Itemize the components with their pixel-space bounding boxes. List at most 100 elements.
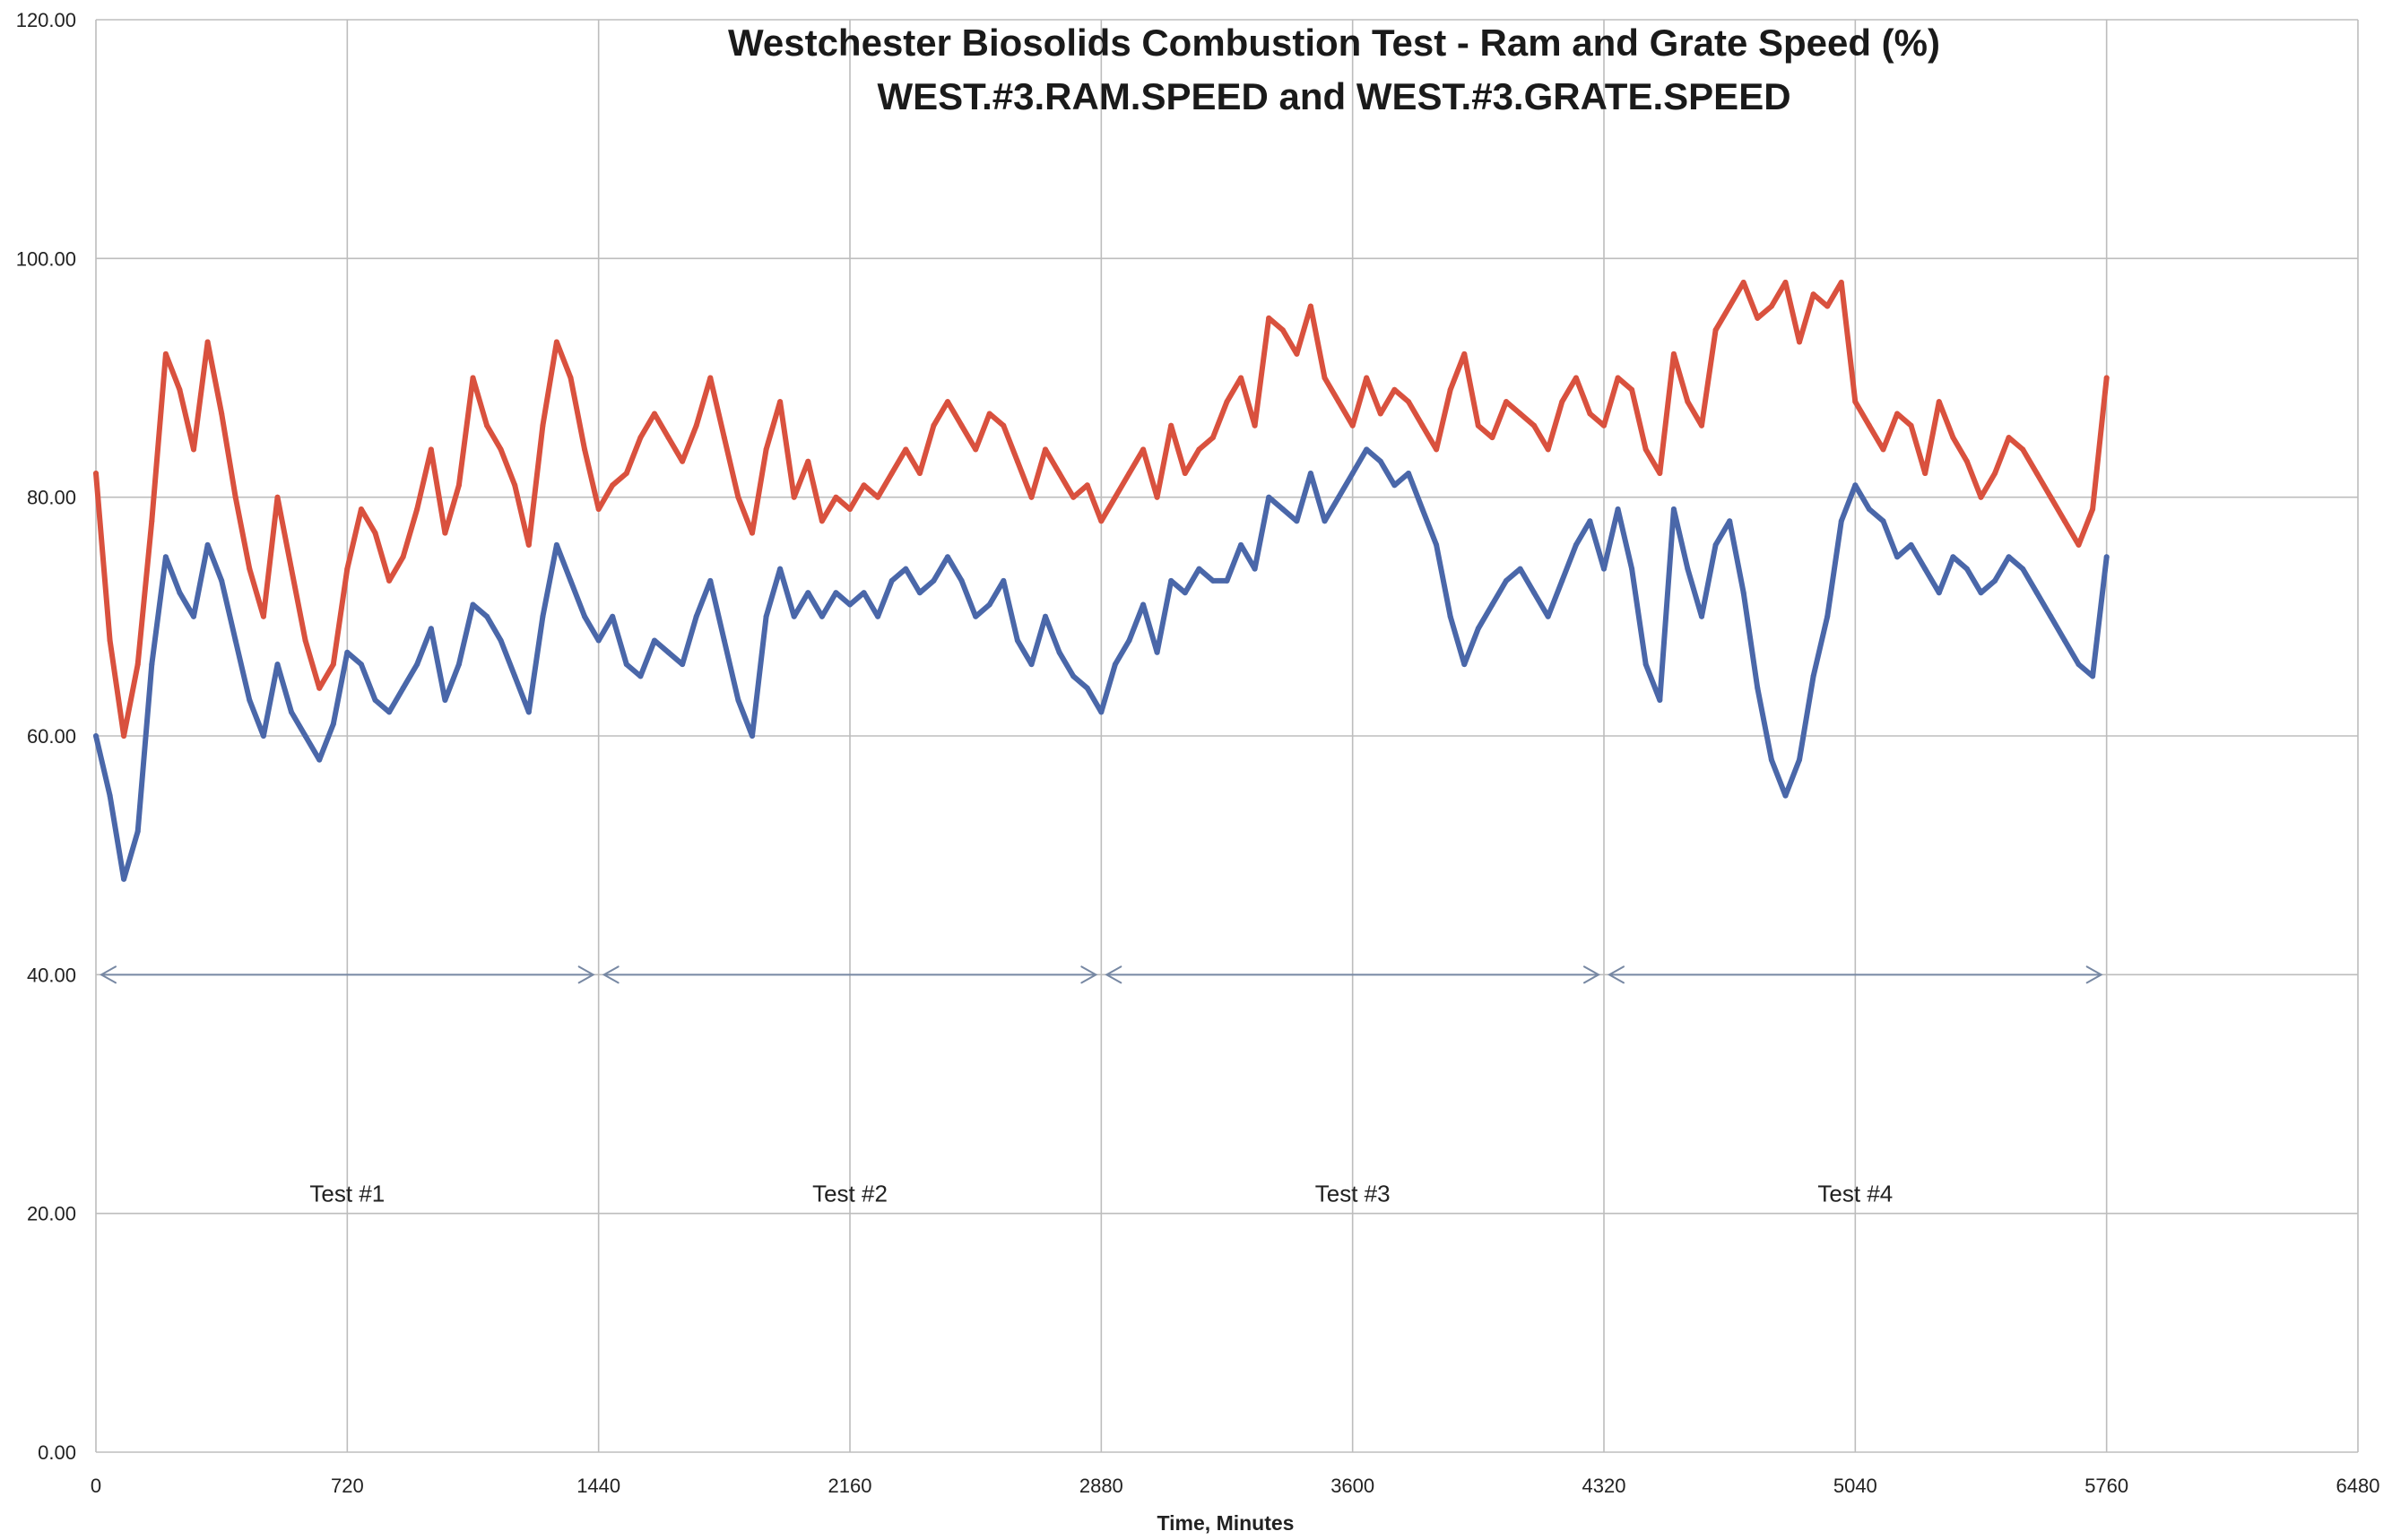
x-tick-label: 2160	[828, 1475, 872, 1497]
series-1-point	[274, 662, 281, 668]
series-1-point	[93, 733, 99, 739]
series-0-point	[386, 577, 393, 584]
series-0-point	[1294, 350, 1300, 357]
series-0-point	[568, 375, 574, 381]
series-1-point	[1140, 601, 1147, 608]
series-0-point	[219, 411, 225, 417]
series-0-point	[1447, 386, 1453, 393]
series-0-point	[1978, 494, 1984, 500]
series-0-point	[1559, 399, 1565, 405]
series-1-point	[232, 637, 238, 644]
series-0-point	[1755, 315, 1761, 321]
series-0-point	[1419, 422, 1426, 428]
x-tick-label: 3600	[1330, 1475, 1374, 1497]
series-0-point	[931, 422, 937, 428]
series-0-point	[1252, 422, 1258, 428]
series-1-point	[1824, 613, 1831, 619]
y-tick-label: 80.00	[27, 487, 76, 509]
series-1-point	[777, 566, 784, 572]
series-1-point	[484, 613, 490, 619]
test-period-arrows	[99, 965, 2103, 984]
series-0-point	[1685, 399, 1691, 405]
series-1-point	[2090, 673, 2096, 679]
series-1-point	[637, 673, 644, 679]
series-1-point	[693, 613, 699, 619]
series-0-point	[1545, 446, 1551, 453]
tick-labels: 0 720 1440 2160 2880 3600 4320 5040 5760 6480 0.00…	[16, 9, 2380, 1497]
series-0-point	[595, 506, 602, 512]
series-0-point	[819, 518, 825, 524]
series-1-point	[1587, 518, 1593, 524]
series-1-point	[121, 876, 127, 882]
series-1-point	[498, 637, 504, 644]
series-1-point	[2076, 662, 2082, 668]
chart-subtitle: WEST.#3.RAM.SPEED and WEST.#3.GRATE.SPEE…	[877, 75, 1790, 117]
series-1-point	[1336, 494, 1342, 500]
series-1-point	[162, 554, 169, 560]
series-1-point	[916, 590, 923, 596]
series-1-point	[1126, 637, 1132, 644]
series-1-point	[1461, 662, 1468, 668]
series-0-point	[1349, 422, 1356, 428]
series-0-point	[986, 411, 992, 417]
series-0-point	[1908, 422, 1914, 428]
series-0-point	[400, 554, 406, 560]
series-0-point	[260, 613, 266, 619]
series-1-point	[247, 697, 253, 703]
series-1-point	[1908, 541, 1914, 548]
series-1-point	[1573, 541, 1579, 548]
series-0-point	[805, 458, 811, 464]
series-1-point	[1279, 506, 1286, 512]
series-0-point	[1238, 375, 1244, 381]
x-axis-title: Time, Minutes	[1157, 1511, 1295, 1535]
series-1-point	[316, 757, 323, 763]
series-0-point	[861, 482, 867, 489]
series-1-point	[1056, 649, 1062, 655]
series-1-point	[582, 613, 588, 619]
series-1-point	[1266, 494, 1272, 500]
series-0-point	[1224, 399, 1230, 405]
test-label-3: Test #3	[1315, 1180, 1391, 1207]
series-1-point	[2033, 590, 2040, 596]
series-1-point	[1504, 577, 1509, 584]
series-1-point	[1936, 590, 1942, 596]
series-0-point	[1782, 280, 1789, 285]
series-0-point	[1894, 411, 1901, 417]
series-0-point	[1209, 435, 1216, 441]
series-1-point	[1699, 613, 1704, 619]
series-1-point	[289, 709, 294, 715]
series-1-point	[107, 792, 113, 799]
series-1-point	[1406, 471, 1411, 476]
series-1-point	[1727, 518, 1733, 524]
arrow-head-left	[99, 965, 117, 984]
series-0-point	[888, 471, 895, 476]
series-0-point	[750, 530, 755, 536]
series-1-point	[888, 577, 895, 584]
series-0-point	[330, 662, 336, 668]
series-1-point	[1978, 590, 1984, 596]
series-0-point	[1391, 386, 1398, 393]
y-tick-label: 100.00	[16, 247, 76, 270]
series-1-point	[400, 685, 406, 691]
arrow-head-right	[2085, 965, 2103, 984]
series-1-point	[958, 577, 965, 584]
series-1-point	[1447, 613, 1453, 619]
series-0-point	[1866, 422, 1872, 428]
series-1-point	[1797, 757, 1802, 763]
series-0-point	[1266, 315, 1272, 321]
series-0-point	[540, 422, 546, 428]
series-1-point	[1922, 566, 1928, 572]
series-1-point	[861, 590, 867, 596]
series-1-point	[1209, 577, 1216, 584]
series-0-point	[1307, 303, 1313, 309]
series-1-point	[358, 662, 364, 668]
test-arrow-3	[1105, 965, 1601, 984]
series-0-point	[610, 482, 616, 489]
series-0-point	[289, 566, 294, 572]
series-1-point	[1182, 590, 1188, 596]
series-0-point	[1587, 411, 1593, 417]
series-0-point	[162, 350, 169, 357]
series-0-point	[344, 566, 351, 572]
